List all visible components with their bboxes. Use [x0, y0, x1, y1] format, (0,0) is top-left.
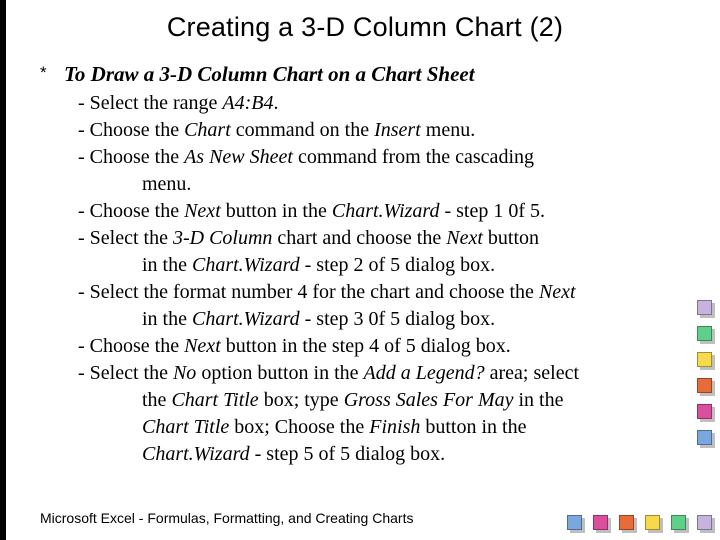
- t: .: [273, 92, 278, 114]
- t: - step 5 of 5 dialog box.: [250, 443, 446, 465]
- step-4: - Choose the Next button in the Chart.Wi…: [64, 198, 579, 224]
- step-7: - Choose the Next button in the step 4 o…: [64, 333, 579, 359]
- cube-icon: [697, 430, 712, 445]
- t: button in the: [221, 200, 332, 222]
- step-3-cont: menu.: [64, 171, 579, 197]
- side-strip: [0, 0, 6, 540]
- t: - Choose the: [78, 200, 184, 222]
- t: Add a Legend?: [364, 362, 485, 384]
- t: chart and choose the: [272, 227, 446, 249]
- t: Chart.Wizard: [192, 308, 300, 330]
- t: - Select the range: [78, 92, 222, 114]
- t: button in the step 4 of 5 dialog box.: [221, 335, 511, 357]
- step-8-cont1: the Chart Title box; type Gross Sales Fo…: [64, 387, 579, 413]
- slide-body: Creating a 3-D Column Chart (2) * To Dra…: [0, 0, 720, 468]
- bullet-row: * To Draw a 3-D Column Chart on a Chart …: [40, 61, 690, 468]
- cube-icon: [645, 515, 660, 530]
- bullet-glyph: *: [40, 61, 54, 85]
- cube-icon: [671, 515, 686, 530]
- t: Chart: [184, 119, 231, 141]
- t: box; Choose the: [229, 416, 369, 438]
- cube-icon: [697, 352, 712, 367]
- t: menu.: [142, 173, 191, 195]
- t: Chart Title: [142, 416, 229, 438]
- t: menu.: [421, 119, 475, 141]
- step-5-cont: in the Chart.Wizard - step 2 of 5 dialog…: [64, 252, 579, 278]
- t: button in the: [420, 416, 526, 438]
- t: - Select the: [78, 362, 173, 384]
- cube-icon: [697, 404, 712, 419]
- t: box; type: [259, 389, 344, 411]
- cube-icon: [697, 515, 712, 530]
- t: As New Sheet: [184, 146, 293, 168]
- step-3: - Choose the As New Sheet command from t…: [64, 144, 579, 170]
- step-8-cont3: Chart.Wizard - step 5 of 5 dialog box.: [64, 441, 579, 467]
- t: Finish: [369, 416, 420, 438]
- t: A4:B4: [222, 92, 273, 114]
- slide-footer: Microsoft Excel - Formulas, Formatting, …: [40, 510, 413, 526]
- step-8: - Select the No option button in the Add…: [64, 360, 579, 386]
- t: command on the: [231, 119, 374, 141]
- step-2: - Choose the Chart command on the Insert…: [64, 117, 579, 143]
- t: Insert: [374, 119, 421, 141]
- t: Chart.Wizard: [192, 254, 300, 276]
- t: the: [142, 389, 171, 411]
- t: - step 1 0f 5.: [439, 200, 545, 222]
- t: Chart.Wizard: [332, 200, 440, 222]
- cube-icon: [567, 515, 582, 530]
- t: Next: [446, 227, 483, 249]
- decorative-cubes-right: [697, 300, 712, 445]
- t: - Choose the: [78, 119, 184, 141]
- t: command from the cascading: [293, 146, 534, 168]
- decorative-cubes-bottom: [567, 515, 712, 530]
- step-6-cont: in the Chart.Wizard - step 3 0f 5 dialog…: [64, 306, 579, 332]
- t: in the: [142, 254, 192, 276]
- cube-icon: [593, 515, 608, 530]
- t: area; select: [485, 362, 579, 384]
- content-block: To Draw a 3-D Column Chart on a Chart Sh…: [64, 61, 579, 468]
- cube-icon: [619, 515, 634, 530]
- t: - Choose the: [78, 335, 184, 357]
- t: - step 2 of 5 dialog box.: [300, 254, 496, 276]
- t: in the: [514, 389, 564, 411]
- t: - Select the: [78, 227, 173, 249]
- step-8-cont2: Chart Title box; Choose the Finish butto…: [64, 414, 579, 440]
- cube-icon: [697, 378, 712, 393]
- t: Gross Sales For May: [344, 389, 514, 411]
- section-heading: To Draw a 3-D Column Chart on a Chart Sh…: [64, 61, 579, 88]
- cube-icon: [697, 300, 712, 315]
- cube-icon: [697, 326, 712, 341]
- step-1: - Select the range A4:B4.: [64, 90, 579, 116]
- t: in the: [142, 308, 192, 330]
- t: No: [173, 362, 196, 384]
- t: Chart Title: [171, 389, 258, 411]
- t: button: [483, 227, 539, 249]
- step-6: - Select the format number 4 for the cha…: [64, 279, 579, 305]
- t: Next: [184, 200, 221, 222]
- t: - Select the format number 4 for the cha…: [78, 281, 539, 303]
- t: Next: [539, 281, 576, 303]
- t: option button in the: [196, 362, 363, 384]
- t: Chart.Wizard: [142, 443, 250, 465]
- t: - step 3 0f 5 dialog box.: [300, 308, 496, 330]
- slide-title: Creating a 3-D Column Chart (2): [40, 12, 690, 43]
- t: Next: [184, 335, 221, 357]
- step-5: - Select the 3-D Column chart and choose…: [64, 225, 579, 251]
- t: 3-D Column: [173, 227, 272, 249]
- t: - Choose the: [78, 146, 184, 168]
